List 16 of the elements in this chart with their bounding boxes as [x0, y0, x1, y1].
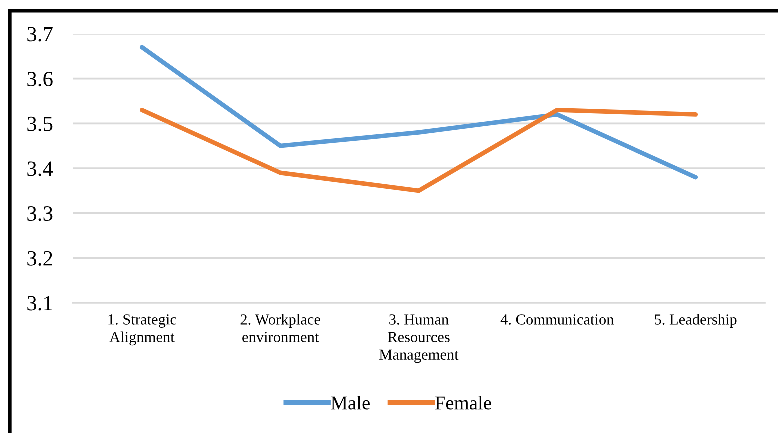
- legend-label: Female: [435, 396, 492, 410]
- y-tick-label: 3.2: [28, 251, 52, 266]
- x-tick-label: 1. Strategic Alignment: [108, 314, 176, 346]
- y-tick-label: 3.6: [28, 72, 53, 87]
- line-series: [140, 108, 698, 194]
- x-tick-label: 2. Workplace environment: [240, 314, 320, 342]
- line-series: [140, 45, 698, 180]
- y-tick-label: 3.3: [28, 206, 53, 222]
- legend-label: Male: [331, 396, 370, 410]
- y-tick-label: 3.5: [28, 116, 53, 132]
- x-tick-label: 3. Human Resources Management: [380, 314, 459, 364]
- x-tick-label: 5. Leadership: [655, 314, 737, 328]
- y-tick-label: 3.4: [28, 162, 54, 176]
- y-tick-label: 3.1: [28, 296, 52, 311]
- x-tick-label: 4. Communication: [500, 314, 614, 325]
- y-tick-label: 3.7: [28, 27, 53, 42]
